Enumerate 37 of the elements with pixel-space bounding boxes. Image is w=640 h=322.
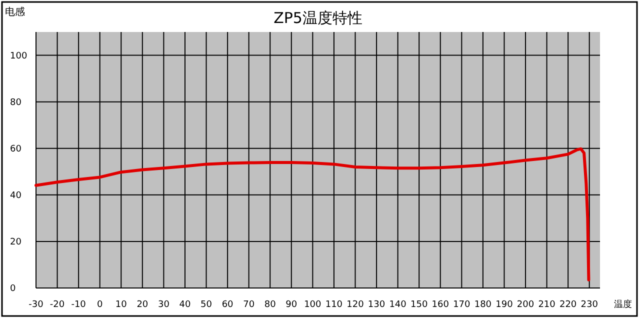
x-tick-label: 40: [179, 300, 191, 310]
x-tick-label: 0: [96, 300, 103, 310]
x-tick-label: 70: [243, 300, 255, 310]
x-tick-label: 110: [325, 300, 343, 310]
x-tick-label: 170: [453, 300, 471, 310]
x-tick-label: 100: [304, 300, 322, 310]
y-tick-label: 60: [10, 144, 22, 154]
x-tick-label: 140: [389, 300, 407, 310]
x-tick-label: -10: [71, 300, 86, 310]
x-tick-label: 130: [368, 300, 386, 310]
y-tick-label: 100: [10, 51, 28, 62]
line-series: [34, 147, 590, 282]
x-tick-label: 80: [264, 300, 276, 310]
x-tick-label: 200: [516, 300, 534, 310]
x-tick-label: 90: [286, 300, 298, 310]
x-tick-label: 50: [200, 300, 212, 310]
chart-title: ZP5温度特性: [274, 9, 362, 27]
x-tick-label: 210: [538, 300, 556, 310]
x-tick-label: -20: [50, 300, 65, 310]
x-tick-label: 10: [115, 300, 128, 310]
y-tick-label: 80: [10, 98, 22, 108]
x-tick-label: 20: [136, 300, 148, 310]
x-axis-title: 温度: [614, 299, 632, 310]
x-tick-label: 120: [346, 300, 364, 310]
x-tick-label: 160: [432, 300, 450, 310]
y-tick-label: 20: [10, 237, 22, 248]
x-tick-label: 30: [158, 300, 170, 310]
y-axis-title: 电感: [5, 6, 25, 18]
x-tick-label: 180: [474, 300, 492, 310]
x-tick-label: 190: [496, 300, 514, 310]
y-tick-label: 0: [10, 284, 16, 294]
x-tick-label: -30: [28, 300, 44, 310]
x-tick-label: 230: [580, 300, 598, 310]
x-tick-label: 60: [222, 300, 234, 310]
x-tick-label: 150: [410, 300, 428, 310]
x-tick-label: 220: [559, 300, 577, 310]
y-tick-label: 40: [10, 190, 22, 201]
